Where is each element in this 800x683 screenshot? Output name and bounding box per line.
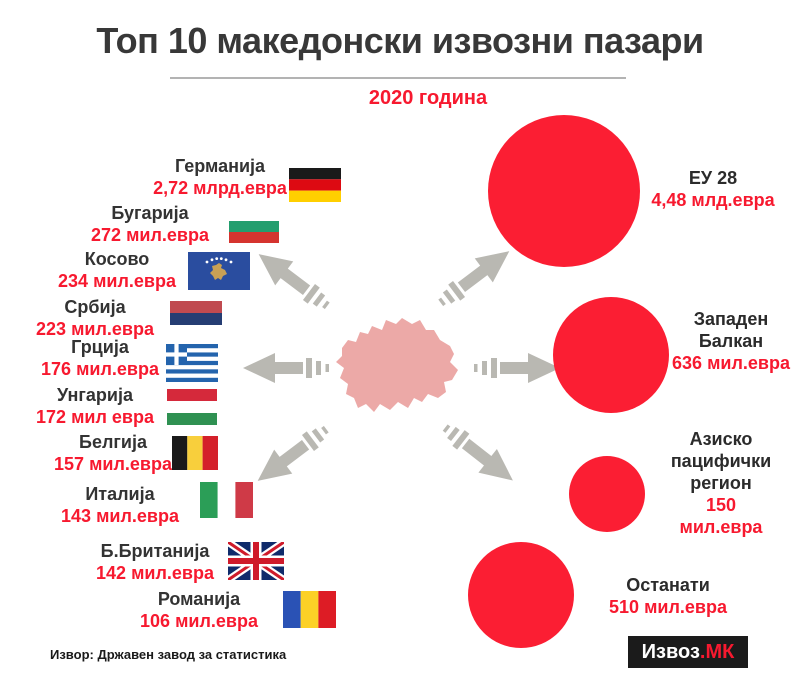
- country-value: 2,72 млрд.евра: [153, 178, 287, 198]
- region-name: Останати: [626, 575, 710, 595]
- country-item-greece: Грција 176 мил.евра: [20, 336, 180, 380]
- region-name: Азиско пацифички регион: [670, 429, 772, 493]
- country-item-kosovo: Косово 234 мил.евра: [37, 248, 197, 292]
- region-item-ostanati: Останати 510 мил.евра: [598, 574, 738, 618]
- kosovo-flag-icon: [188, 252, 250, 290]
- country-value: 142 мил.евра: [96, 563, 214, 583]
- logo-text-white: Извоз: [641, 640, 700, 663]
- region-value: 636 мил.евра: [672, 353, 790, 373]
- arrow-northeast-icon: [430, 237, 520, 318]
- country-name: Б.Британија: [100, 541, 210, 561]
- germany-flag-icon: [289, 168, 341, 202]
- romania-flag-icon: [283, 591, 336, 628]
- country-value: 176 мил.евра: [41, 359, 159, 379]
- country-name: Србија: [64, 297, 126, 317]
- page-title: Топ 10 македонски извозни пазари: [96, 20, 704, 61]
- region-bubble-azisko-pacifichki: [569, 456, 645, 532]
- country-name: Косово: [84, 249, 150, 269]
- macedonia-map: [326, 306, 468, 418]
- country-value: 143 мил.евра: [61, 506, 179, 526]
- country-item-serbia: Србија 223 мил.евра: [15, 296, 175, 340]
- source-note: Извор: Државен завод за статистика: [50, 647, 287, 662]
- country-item-bulgaria: Бугарија 272 мил.евра: [70, 202, 230, 246]
- arrow-east-icon: [474, 350, 560, 386]
- region-bubble-eu28: [488, 115, 640, 267]
- country-name: Унгарија: [57, 385, 133, 405]
- region-bubble-zapaden-balkan: [553, 297, 669, 413]
- arrow-southwest-icon: [247, 415, 337, 496]
- country-value: 234 мил.евра: [58, 271, 176, 291]
- region-name: Западен Балкан: [693, 309, 769, 351]
- region-item-azisko-pacifichki: Азиско пацифички регион 150 мил.евра: [669, 428, 773, 538]
- country-item-uk: Б.Британија 142 мил.евра: [75, 540, 235, 584]
- country-value: 157 мил.евра: [54, 454, 172, 474]
- region-value: 510 мил.евра: [609, 597, 727, 617]
- italy-flag-icon: [200, 482, 253, 518]
- belgium-flag-icon: [172, 436, 218, 470]
- izvoz-mk-logo: Извоз .МК: [628, 636, 748, 668]
- country-name: Грција: [71, 337, 129, 357]
- serbia-flag-icon: [170, 301, 222, 337]
- country-item-hungary: Унгарија 172 мил евра: [15, 384, 175, 428]
- logo-text-red: .МК: [699, 640, 735, 663]
- country-value: 272 мил.евра: [91, 225, 209, 245]
- region-value: 150 мил.евра: [679, 495, 763, 537]
- region-bubble-ostanati: [468, 542, 574, 648]
- arrow-southeast-icon: [434, 413, 524, 494]
- hungary-flag-icon: [167, 389, 217, 425]
- region-item-zapaden-balkan: Западен Балкан 636 мил.евра: [671, 308, 791, 374]
- country-value: 106 мил.евра: [140, 611, 258, 631]
- country-item-italy: Италија 143 мил.евра: [40, 483, 200, 527]
- country-name: Италија: [85, 484, 155, 504]
- bulgaria-flag-icon: [229, 210, 279, 243]
- region-name: ЕУ 28: [688, 168, 738, 188]
- arrow-northwest-icon: [248, 240, 338, 321]
- title-divider: [170, 77, 626, 79]
- country-item-romania: Романија 106 мил.евра: [119, 588, 279, 632]
- arrow-west-icon: [243, 350, 329, 386]
- country-item-germany: Германија 2,72 млрд.евра: [140, 155, 300, 199]
- subtitle-year: 2020 година: [368, 87, 488, 109]
- country-item-belgium: Белгија 157 мил.евра: [33, 431, 193, 475]
- country-name: Бугарија: [111, 203, 189, 223]
- country-name: Белгија: [79, 432, 147, 452]
- country-value: 223 мил.евра: [36, 319, 154, 339]
- country-name: Романија: [157, 589, 241, 609]
- country-value: 172 мил евра: [36, 407, 154, 427]
- country-name: Германија: [174, 156, 266, 176]
- region-value: 4,48 млд.евра: [651, 190, 775, 210]
- uk-flag-icon: [225, 538, 287, 584]
- region-item-eu28: ЕУ 28 4,48 млд.евра: [643, 167, 783, 211]
- greece-flag-icon: [166, 344, 218, 382]
